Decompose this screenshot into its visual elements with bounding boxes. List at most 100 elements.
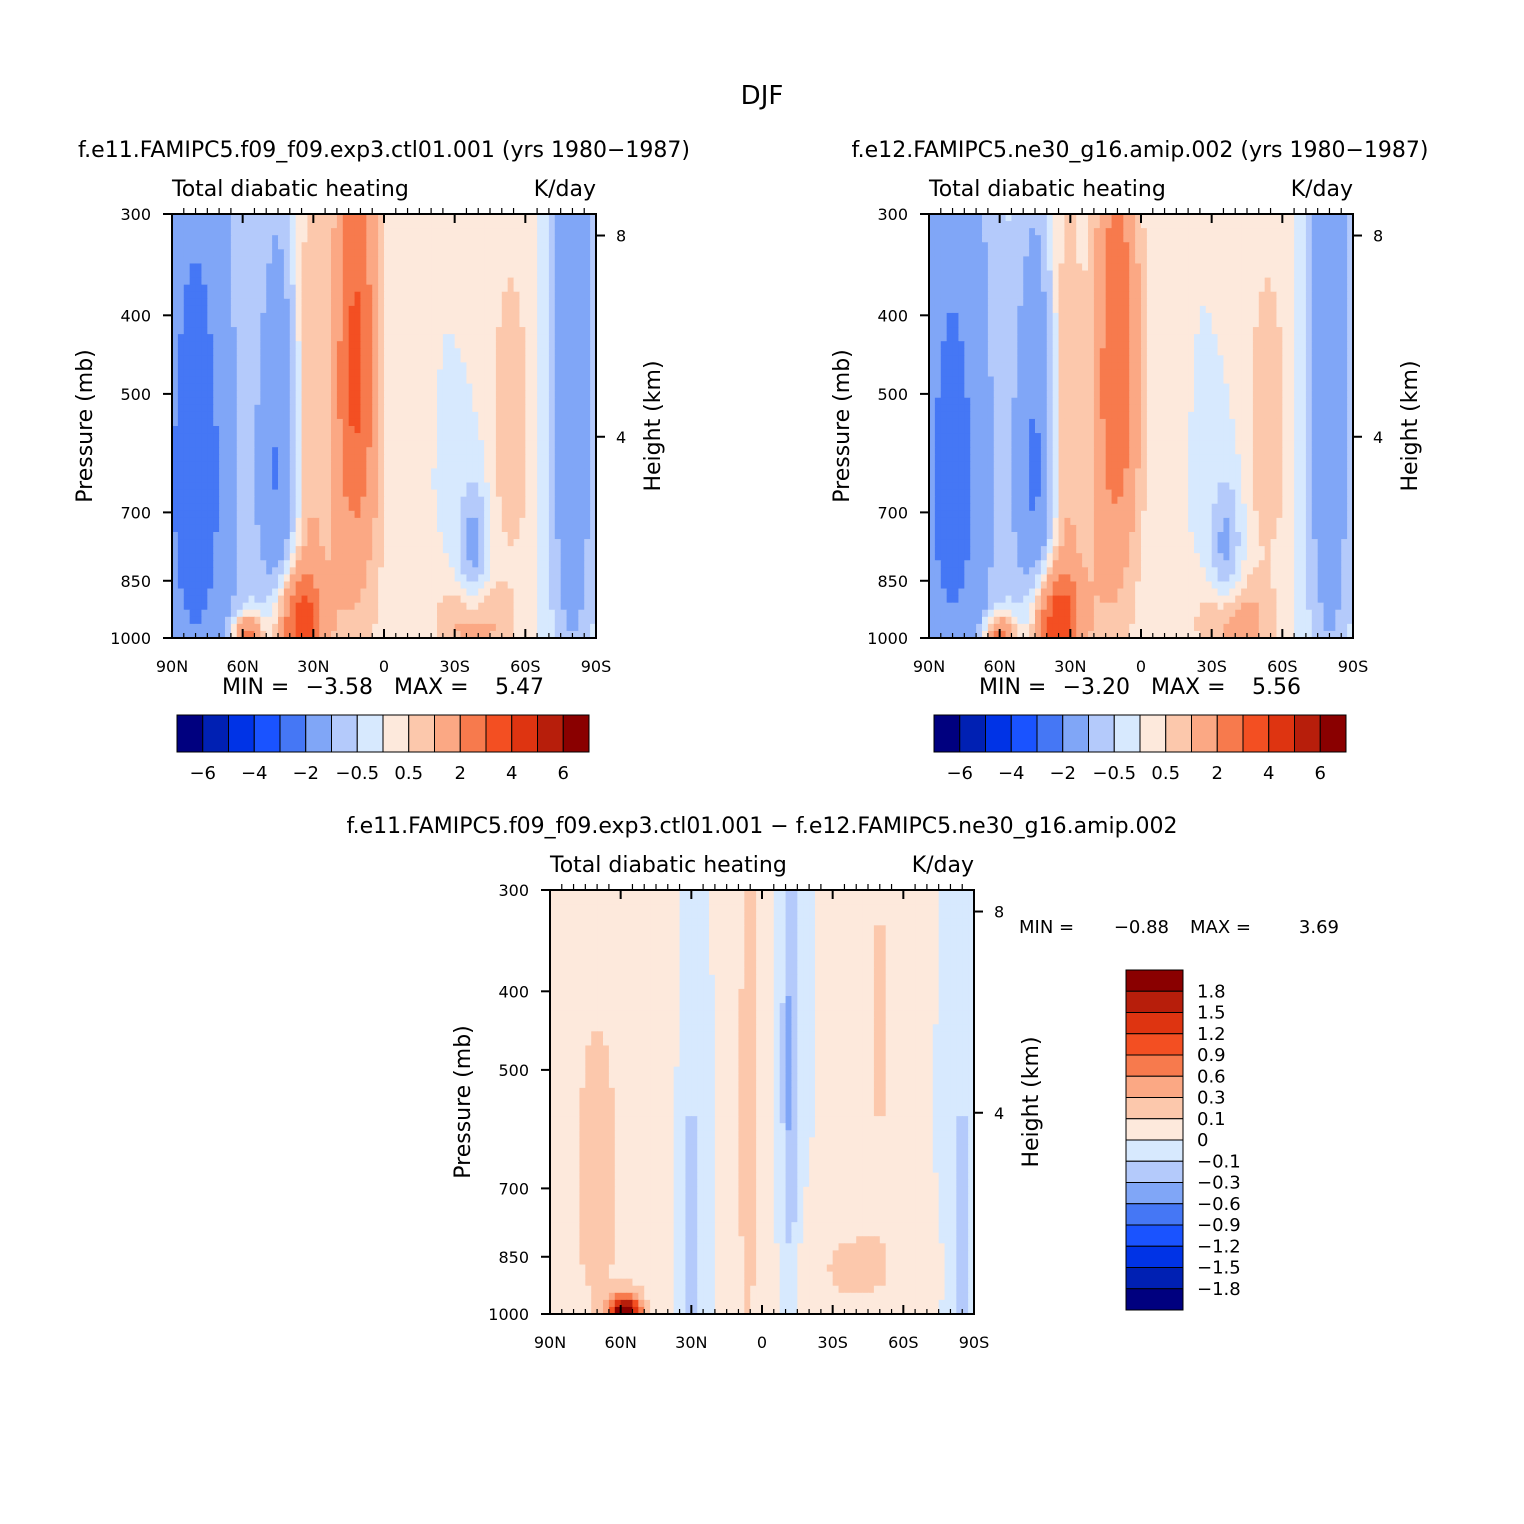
- field-cell: [254, 270, 261, 279]
- field-cell: [419, 341, 426, 349]
- field-cell: [325, 496, 332, 505]
- field-cell: [507, 433, 515, 441]
- field-cell: [254, 588, 261, 597]
- field-cell: [519, 327, 526, 335]
- field-cell: [295, 341, 303, 349]
- field-cell: [348, 235, 356, 243]
- field-cell: [507, 214, 515, 222]
- field-cell: [283, 390, 291, 399]
- field-cell: [1011, 235, 1018, 243]
- field-cell: [213, 517, 220, 526]
- field-cell: [183, 510, 191, 519]
- field-cell: [448, 588, 456, 597]
- field-cell: [1093, 242, 1101, 250]
- field-cell: [242, 475, 250, 484]
- field-cell: [207, 270, 214, 279]
- field-cell: [213, 461, 220, 469]
- field-cell: [1311, 249, 1319, 257]
- y-tick-label: 300: [120, 205, 151, 224]
- field-cell: [219, 355, 226, 363]
- field-cell: [460, 214, 468, 222]
- field-cell: [384, 341, 391, 349]
- field-cell: [407, 355, 415, 363]
- field-cell: [1247, 256, 1254, 265]
- field-cell: [590, 588, 597, 597]
- field-cell: [952, 235, 960, 243]
- field-cell: [177, 298, 185, 307]
- field-cell: [1082, 214, 1089, 222]
- field-cell: [490, 595, 497, 604]
- field-cell: [560, 475, 568, 484]
- field-cell: [572, 383, 579, 392]
- field-cell: [1064, 263, 1071, 272]
- field-cell: [348, 468, 356, 477]
- field-cell: [378, 475, 385, 484]
- field-cell: [448, 369, 456, 378]
- field-cell: [213, 404, 220, 413]
- field-cell: [442, 404, 450, 413]
- field-cell: [495, 305, 503, 314]
- field-cell: [331, 221, 338, 229]
- field-cell: [207, 461, 214, 469]
- field-cell: [525, 440, 532, 448]
- field-cell: [272, 489, 279, 498]
- field-cell: [366, 574, 373, 583]
- field-cell: [525, 532, 532, 540]
- field-cell: [384, 291, 391, 300]
- field-cell: [431, 524, 438, 533]
- field-cell: [1023, 214, 1030, 222]
- field-cell: [495, 376, 503, 385]
- field-cell: [442, 461, 450, 469]
- field-cell: [1323, 221, 1331, 229]
- field-cell: [342, 454, 350, 462]
- field-cell: [360, 532, 367, 540]
- field-cell: [431, 369, 438, 378]
- field-cell: [1146, 228, 1154, 236]
- field-cell: [378, 447, 385, 455]
- field-cell: [537, 454, 544, 462]
- field-cell: [560, 623, 568, 632]
- field-cell: [1329, 228, 1336, 236]
- field-cell: [183, 341, 191, 349]
- field-cell: [490, 524, 497, 533]
- field-cell: [301, 503, 309, 512]
- field-cell: [336, 355, 344, 363]
- field-cell: [254, 383, 261, 392]
- field-cell: [301, 475, 309, 484]
- field-cell: [260, 567, 267, 575]
- field-cell: [543, 404, 550, 413]
- field-cell: [560, 376, 568, 385]
- field-cell: [342, 341, 350, 349]
- field-cell: [266, 510, 273, 519]
- field-cell: [389, 390, 397, 399]
- field-cell: [313, 588, 320, 597]
- field-cell: [531, 369, 538, 378]
- field-cell: [319, 496, 326, 505]
- field-cell: [389, 588, 397, 597]
- field-cell: [395, 426, 403, 434]
- field-cell: [454, 214, 462, 222]
- field-cell: [1211, 235, 1219, 243]
- field-cell: [348, 355, 356, 363]
- field-cell: [283, 532, 291, 540]
- field-cell: [319, 546, 326, 554]
- field-cell: [201, 447, 208, 455]
- field-cell: [360, 567, 367, 575]
- field-cell: [307, 383, 314, 392]
- field-cell: [590, 263, 597, 272]
- field-cell: [448, 503, 456, 512]
- field-cell: [201, 482, 208, 491]
- field-cell: [454, 475, 462, 484]
- field-cell: [566, 284, 574, 293]
- field-cell: [395, 355, 403, 363]
- field-cell: [1105, 221, 1113, 229]
- field-cell: [1323, 214, 1331, 222]
- field-cell: [566, 454, 574, 462]
- field-cell: [560, 334, 568, 342]
- field-cell: [360, 475, 367, 484]
- field-cell: [537, 320, 544, 328]
- field-cell: [378, 383, 385, 392]
- field-cell: [325, 489, 332, 498]
- field-cell: [313, 383, 320, 392]
- field-cell: [1158, 242, 1166, 250]
